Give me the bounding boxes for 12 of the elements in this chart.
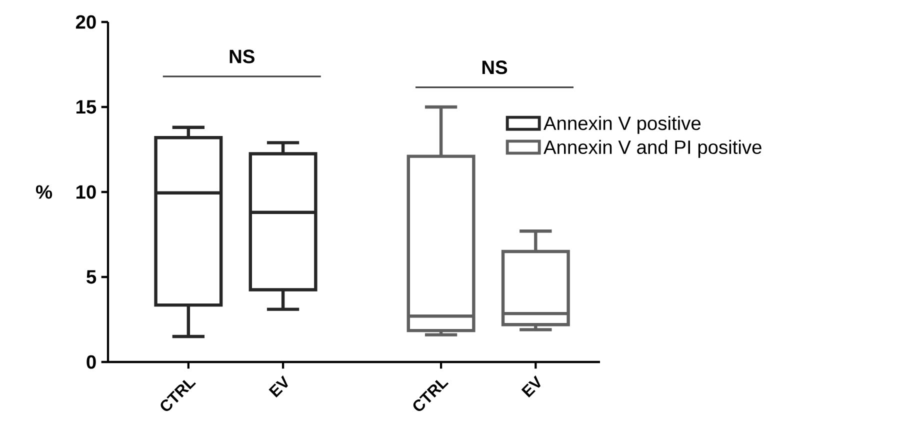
y-tick-label: 15 (76, 100, 96, 114)
annotation: NS (482, 60, 508, 74)
legend-label: Annexin V positive (544, 116, 701, 134)
legend-label: Annexin V and PI positive (544, 140, 762, 158)
y-tick-label: 0 (86, 355, 96, 369)
annotation: NS (230, 50, 254, 64)
y-axis-title: % (36, 185, 52, 199)
x-tick-label: EV (521, 375, 541, 398)
y-tick-label: 20 (76, 15, 96, 29)
y-tick-label: 10 (76, 185, 96, 199)
y-tick-label: 5 (86, 270, 96, 284)
x-tick-label: EV (268, 375, 288, 398)
